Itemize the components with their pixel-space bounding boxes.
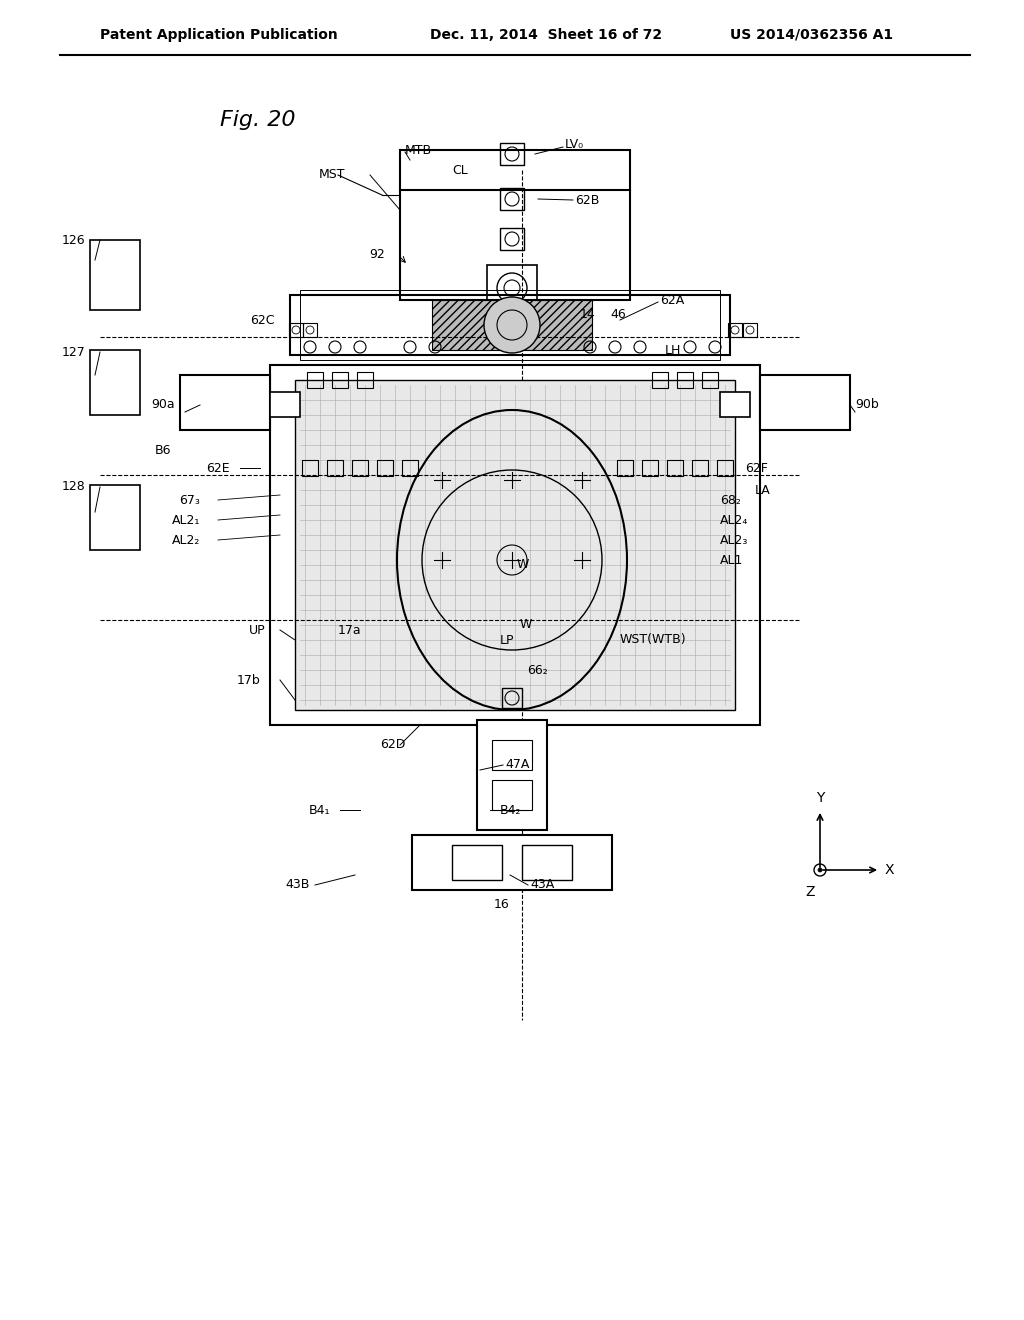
Bar bbox=[642, 459, 658, 477]
Text: 67₃: 67₃ bbox=[179, 494, 200, 507]
Text: 16: 16 bbox=[495, 899, 510, 912]
Text: AL2₄: AL2₄ bbox=[720, 513, 749, 527]
Text: LV₀: LV₀ bbox=[565, 139, 584, 152]
Text: 47A: 47A bbox=[505, 759, 529, 771]
Bar bbox=[327, 459, 343, 477]
Bar bbox=[295, 380, 735, 710]
Bar bbox=[500, 143, 524, 165]
Text: MST: MST bbox=[318, 169, 345, 181]
Text: LP: LP bbox=[500, 634, 514, 647]
Text: Y: Y bbox=[816, 791, 824, 805]
Bar bbox=[270, 392, 300, 417]
Text: AL2₁: AL2₁ bbox=[172, 513, 200, 527]
Text: WST(WTB): WST(WTB) bbox=[620, 634, 687, 647]
Bar bbox=[492, 780, 532, 810]
Bar bbox=[432, 300, 592, 350]
Text: 90a: 90a bbox=[152, 399, 175, 412]
Bar bbox=[728, 323, 742, 337]
Bar bbox=[270, 366, 760, 725]
Text: 62F: 62F bbox=[745, 462, 768, 474]
Bar bbox=[357, 372, 373, 388]
Text: W: W bbox=[520, 619, 532, 631]
Bar bbox=[492, 741, 532, 770]
Bar bbox=[90, 484, 140, 550]
Bar bbox=[652, 372, 668, 388]
Bar bbox=[617, 459, 633, 477]
Text: US 2014/0362356 A1: US 2014/0362356 A1 bbox=[730, 28, 893, 42]
Bar bbox=[332, 372, 348, 388]
Bar bbox=[307, 372, 323, 388]
Bar bbox=[500, 187, 524, 210]
Text: 92: 92 bbox=[370, 248, 385, 261]
Text: LA: LA bbox=[755, 483, 771, 496]
Bar bbox=[377, 459, 393, 477]
Text: CL: CL bbox=[452, 164, 468, 177]
Bar bbox=[720, 392, 750, 417]
Bar bbox=[717, 459, 733, 477]
Bar bbox=[702, 372, 718, 388]
Bar bbox=[300, 290, 720, 360]
Circle shape bbox=[818, 869, 822, 873]
Text: 127: 127 bbox=[61, 346, 85, 359]
Text: 66₂: 66₂ bbox=[527, 664, 548, 676]
Text: W: W bbox=[517, 558, 529, 572]
Bar bbox=[487, 265, 537, 310]
Bar bbox=[522, 845, 572, 880]
Bar bbox=[677, 372, 693, 388]
Bar bbox=[302, 459, 318, 477]
Bar bbox=[303, 323, 317, 337]
Bar bbox=[743, 323, 757, 337]
Bar bbox=[400, 150, 630, 300]
Text: 90b: 90b bbox=[855, 399, 879, 412]
Text: 128: 128 bbox=[61, 480, 85, 494]
Text: 62E: 62E bbox=[207, 462, 230, 474]
Text: 62A: 62A bbox=[660, 293, 684, 306]
Text: 43A: 43A bbox=[530, 879, 554, 891]
Text: B4₁: B4₁ bbox=[308, 804, 330, 817]
Text: 46: 46 bbox=[610, 309, 626, 322]
Bar bbox=[90, 350, 140, 414]
Bar bbox=[692, 459, 708, 477]
Text: Fig. 20: Fig. 20 bbox=[220, 110, 296, 129]
Text: B4₂: B4₂ bbox=[500, 804, 521, 817]
Bar bbox=[289, 323, 303, 337]
Text: 62B: 62B bbox=[575, 194, 599, 206]
Bar bbox=[90, 240, 140, 310]
Text: 62D: 62D bbox=[380, 738, 406, 751]
Text: UP: UP bbox=[249, 623, 265, 636]
Text: B6: B6 bbox=[155, 444, 171, 457]
Text: 14: 14 bbox=[580, 309, 596, 322]
Text: 17b: 17b bbox=[237, 673, 260, 686]
Text: 126: 126 bbox=[61, 234, 85, 247]
Text: Z: Z bbox=[805, 884, 815, 899]
Bar bbox=[477, 719, 547, 830]
Bar bbox=[760, 375, 850, 430]
Bar bbox=[412, 836, 612, 890]
Text: LH: LH bbox=[665, 343, 681, 356]
Text: AL1: AL1 bbox=[720, 553, 743, 566]
Text: MTB: MTB bbox=[406, 144, 432, 157]
Text: 17a: 17a bbox=[338, 623, 361, 636]
Bar bbox=[452, 845, 502, 880]
Text: AL2₃: AL2₃ bbox=[720, 533, 749, 546]
Bar bbox=[180, 375, 270, 430]
Bar bbox=[500, 228, 524, 249]
Text: 43B: 43B bbox=[286, 879, 310, 891]
Text: 62C: 62C bbox=[250, 314, 274, 326]
Circle shape bbox=[484, 297, 540, 352]
Bar bbox=[402, 459, 418, 477]
Bar bbox=[352, 459, 368, 477]
Text: Patent Application Publication: Patent Application Publication bbox=[100, 28, 338, 42]
Text: AL2₂: AL2₂ bbox=[172, 533, 200, 546]
Bar bbox=[502, 688, 522, 708]
Bar bbox=[667, 459, 683, 477]
Bar bbox=[290, 294, 730, 355]
Text: Dec. 11, 2014  Sheet 16 of 72: Dec. 11, 2014 Sheet 16 of 72 bbox=[430, 28, 663, 42]
Text: X: X bbox=[885, 863, 895, 876]
Text: 68₂: 68₂ bbox=[720, 494, 741, 507]
